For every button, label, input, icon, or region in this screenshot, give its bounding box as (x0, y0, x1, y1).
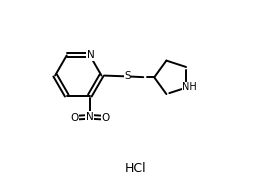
Text: NH: NH (182, 82, 197, 92)
Text: N: N (86, 112, 94, 122)
Text: O: O (101, 113, 110, 123)
Text: HCl: HCl (125, 162, 147, 175)
Text: N: N (87, 50, 95, 60)
Text: O: O (70, 113, 78, 123)
Text: S: S (124, 71, 131, 81)
